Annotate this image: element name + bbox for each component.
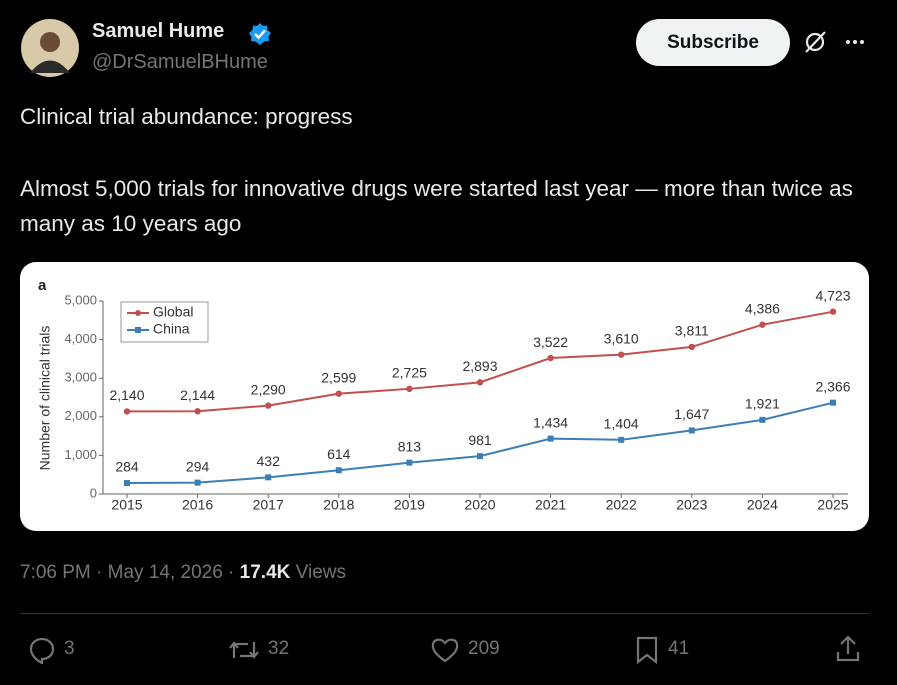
- legend-marker: [135, 310, 141, 316]
- y-axis-label: Number of clinical trials: [37, 326, 53, 471]
- divider: [20, 613, 869, 614]
- point: [406, 459, 413, 466]
- x-tick-label: 2024: [747, 497, 778, 513]
- media-card[interactable]: a Number of clinical trials 0 1,000 2,000 3…: [20, 262, 869, 531]
- point: [830, 399, 836, 406]
- repost-count: 32: [268, 638, 290, 659]
- point: [759, 416, 766, 423]
- point: [406, 385, 413, 393]
- point: [477, 453, 483, 460]
- y-tick-label: 2,000: [64, 408, 97, 423]
- point: [829, 308, 837, 315]
- view-count: 17.4K: [239, 562, 291, 583]
- legend-label: Global: [153, 304, 193, 320]
- more-icon[interactable]: [843, 34, 869, 50]
- point: [124, 480, 130, 487]
- value-label: 2,893: [462, 358, 497, 374]
- value-label: 432: [257, 453, 281, 469]
- value-label: 3,522: [533, 334, 568, 350]
- point: [194, 479, 201, 486]
- avatar[interactable]: [20, 18, 80, 78]
- value-label: 813: [398, 438, 422, 454]
- y-tick-label: 3,000: [64, 370, 97, 385]
- point: [759, 321, 766, 328]
- point: [265, 474, 272, 481]
- reply-icon[interactable]: [28, 636, 56, 664]
- views-label: Views: [295, 562, 346, 583]
- point: [123, 408, 131, 415]
- post-text: Clinical trial abundance: progress: [20, 104, 353, 129]
- share-icon[interactable]: [834, 634, 862, 664]
- value-label: 284: [115, 459, 139, 475]
- x-tick-label: 2022: [606, 497, 637, 513]
- x-tick-label: 2018: [323, 497, 354, 513]
- x-tick-label: 2019: [394, 497, 425, 513]
- point: [618, 436, 625, 443]
- author-name[interactable]: Samuel Hume: [92, 20, 225, 42]
- point: [194, 408, 201, 415]
- chart: a Number of clinical trials 0 1,000 2,000 3…: [37, 277, 851, 513]
- value-label: 3,610: [604, 330, 639, 346]
- value-label: 2,290: [251, 381, 286, 397]
- value-label: 2,140: [109, 387, 144, 403]
- like-count: 209: [468, 638, 500, 659]
- value-label: 4,386: [745, 300, 780, 316]
- x-tick-label: 2020: [464, 497, 495, 513]
- legend-label: China: [153, 321, 190, 337]
- y-tick-label: 1,000: [64, 447, 97, 462]
- x-tick-label: 2016: [182, 497, 213, 513]
- value-label: 1,647: [674, 406, 709, 422]
- timestamp[interactable]: 7:06 PM · May 14, 2026 ·: [20, 562, 235, 583]
- bookmark-count: 41: [668, 638, 690, 659]
- x-tick-label: 2023: [676, 497, 707, 513]
- y-tick-label: 5,000: [64, 292, 97, 307]
- value-label: 2,725: [392, 365, 427, 381]
- value-label: 2,599: [321, 369, 356, 385]
- value-label: 1,434: [533, 414, 568, 430]
- reply-count: 3: [64, 638, 75, 659]
- value-label: 294: [186, 458, 210, 474]
- point: [688, 343, 695, 351]
- x-tick-label: 2021: [535, 497, 566, 513]
- point: [335, 467, 342, 474]
- legend-marker: [135, 327, 141, 333]
- point: [547, 435, 554, 442]
- post-text: Almost 5,000 trials for innovative drugs…: [20, 176, 853, 236]
- y-tick-label: 4,000: [64, 331, 97, 346]
- legend-box: [120, 301, 209, 343]
- value-label: 3,811: [675, 323, 709, 339]
- value-label: 1,921: [745, 396, 780, 412]
- point: [335, 390, 342, 397]
- point: [688, 427, 695, 434]
- value-label: 2,144: [180, 387, 215, 403]
- y-tick-label: 0: [90, 485, 97, 500]
- bookmark-icon[interactable]: [634, 635, 660, 665]
- x-tick-label: 2015: [111, 497, 142, 513]
- value-label: 981: [468, 432, 492, 448]
- repost-icon[interactable]: [228, 636, 260, 664]
- point: [547, 354, 554, 362]
- subscribe-button[interactable]: Subscribe: [636, 19, 790, 66]
- author-handle[interactable]: @DrSamuelBHume: [92, 51, 268, 73]
- point: [265, 402, 272, 409]
- point: [476, 379, 484, 386]
- value-label: 1,404: [604, 416, 639, 432]
- grok-icon[interactable]: [802, 29, 828, 55]
- value-label: 614: [327, 446, 351, 462]
- value-label: 2,366: [815, 378, 850, 394]
- panel-label: a: [38, 277, 47, 294]
- post-meta: 7:06 PM · May 14, 2026 · 17.4K Views: [20, 562, 346, 584]
- point: [618, 351, 625, 358]
- verified-badge: [249, 23, 271, 45]
- x-tick-label: 2025: [817, 497, 848, 513]
- value-label: 4,723: [815, 287, 850, 303]
- like-icon[interactable]: [430, 636, 460, 664]
- x-tick-label: 2017: [253, 497, 284, 513]
